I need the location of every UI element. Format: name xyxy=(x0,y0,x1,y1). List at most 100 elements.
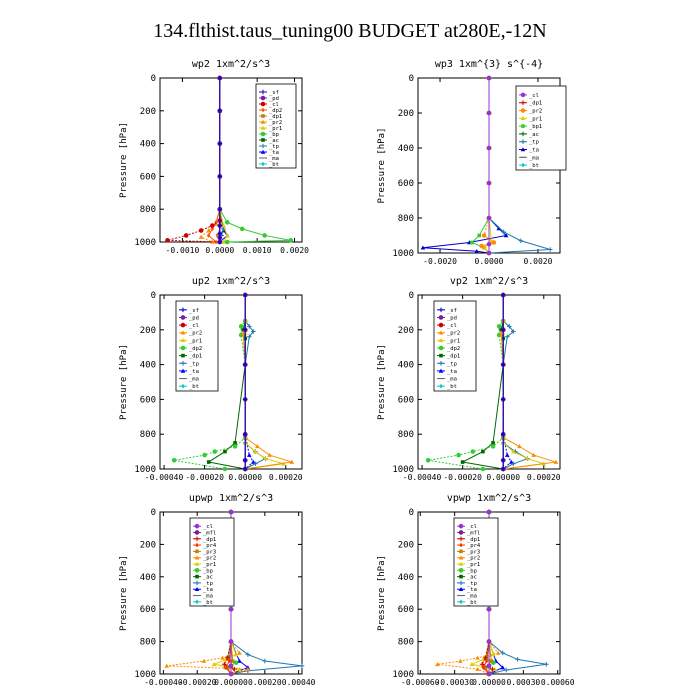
legend-label: _pd xyxy=(189,315,199,321)
data-point xyxy=(486,671,492,677)
legend-marker xyxy=(458,523,464,529)
x-tick-label: -0.00040 xyxy=(403,473,442,482)
y-tick-label: 600 xyxy=(398,605,414,615)
legend-label: _cl xyxy=(447,323,457,329)
y-tick-label: 0 xyxy=(409,291,414,301)
data-point xyxy=(225,655,230,661)
y-axis-label: Pressure [hPa] xyxy=(119,344,129,420)
data-point xyxy=(217,231,223,237)
data-point xyxy=(242,292,248,298)
legend-marker xyxy=(195,542,199,548)
y-tick-label: 400 xyxy=(398,144,414,154)
data-point xyxy=(246,334,252,340)
legend-label: _bp xyxy=(203,568,213,574)
legend-marker xyxy=(521,162,525,168)
data-point xyxy=(224,220,230,225)
legend-marker xyxy=(458,586,464,592)
data-point xyxy=(500,362,506,367)
legend: _cl_mfl_dp1_pr4_pr3_pr2_pr1_bp_ac_tp_ta_… xyxy=(189,517,235,607)
x-tick-label: -0.00060 xyxy=(401,678,440,687)
x-tick-label: -0.0020 xyxy=(423,257,457,266)
data-point xyxy=(240,330,246,336)
legend-marker xyxy=(438,338,444,343)
y-tick-label: 0 xyxy=(409,508,414,518)
y-axis-label: Pressure [hPa] xyxy=(119,555,129,631)
legend-label: _ta xyxy=(203,587,213,593)
data-point xyxy=(237,650,242,655)
legend-label: _pr3 xyxy=(467,549,480,555)
data-point xyxy=(458,658,463,663)
legend-marker xyxy=(458,561,464,566)
legend-label: _ac xyxy=(467,575,477,581)
data-point xyxy=(202,452,207,458)
legend-label: _sf xyxy=(269,90,279,96)
data-point xyxy=(503,233,509,238)
legend-label: _cl xyxy=(269,102,279,108)
legend-marker xyxy=(181,353,185,358)
legend-marker xyxy=(194,580,200,586)
legend-label: _pr1 xyxy=(203,562,216,568)
data-point xyxy=(245,652,251,657)
data-point xyxy=(224,665,228,670)
data-point xyxy=(486,241,492,247)
data-point xyxy=(211,661,217,667)
x-tick-label: 0.00000 xyxy=(472,678,506,687)
legend: _sf_pd _cl _pr2_pr1 _dp2 _dp1_tp _ta _ma_bt xyxy=(175,300,219,392)
data-point xyxy=(242,327,248,333)
data-point xyxy=(486,639,492,644)
legend-marker xyxy=(520,100,526,105)
data-point xyxy=(486,215,492,221)
data-point xyxy=(479,661,485,667)
data-point xyxy=(246,324,252,329)
legend-marker xyxy=(438,368,444,373)
chart-panel-2: wp3 1xm^{3} s^{-4} Pressure [hPa] 0 200 400 6… xyxy=(377,59,567,266)
legend-marker xyxy=(438,330,444,335)
data-point xyxy=(515,657,520,662)
chart-title: vp2 1xm^2/s^3 xyxy=(450,276,528,287)
legend-label: _mfl xyxy=(467,530,480,536)
data-point xyxy=(246,452,252,457)
legend-label: _ta xyxy=(269,150,279,156)
chart-title: wp3 1xm^{3} s^{-4} xyxy=(435,59,543,70)
legend-marker xyxy=(180,330,186,335)
legend-marker xyxy=(180,338,186,343)
data-point xyxy=(511,461,516,467)
legend-marker xyxy=(180,345,186,351)
legend: _sf_pd _cl _pr2_pr1 _dp2 _dp1_tp _ta _ma_bt xyxy=(433,300,477,392)
x-tick-label: 0.00020 xyxy=(248,678,282,687)
y-tick-label: 600 xyxy=(140,395,156,405)
data-point xyxy=(470,240,474,245)
x-tick-label: -0.00020 xyxy=(185,473,224,482)
data-point xyxy=(224,233,230,238)
data-point xyxy=(469,661,475,667)
legend-marker xyxy=(520,108,526,113)
series-line-pr2 xyxy=(480,78,496,254)
legend-marker xyxy=(459,599,463,605)
legend-label: _ac xyxy=(529,132,539,138)
chart-title: vpwp 1xm^2/s^3 xyxy=(447,493,531,504)
data-point xyxy=(217,223,223,228)
data-point xyxy=(498,330,504,336)
data-point xyxy=(496,226,502,231)
legend-label: _cl xyxy=(529,93,539,99)
x-tick-label: -0.00030 xyxy=(435,678,474,687)
data-point xyxy=(210,223,215,228)
chart-title: up2 1xm^2/s^3 xyxy=(192,276,270,287)
data-point xyxy=(500,431,506,437)
y-tick-label: 0 xyxy=(409,74,414,84)
data-point xyxy=(504,334,510,340)
data-point xyxy=(511,449,516,454)
data-point xyxy=(486,606,492,612)
data-point xyxy=(525,456,530,461)
data-point xyxy=(165,238,170,243)
data-point xyxy=(251,459,256,464)
legend-label: _bt xyxy=(447,384,457,390)
legend-label: _pr1 xyxy=(529,116,542,122)
legend-marker xyxy=(438,315,444,320)
data-point xyxy=(486,110,492,116)
series-line-cl xyxy=(167,78,221,243)
legend-marker xyxy=(459,549,463,554)
x-tick-label: 0.00020 xyxy=(527,473,561,482)
legend-label: _pr1 xyxy=(447,338,460,344)
data-point xyxy=(553,459,559,464)
